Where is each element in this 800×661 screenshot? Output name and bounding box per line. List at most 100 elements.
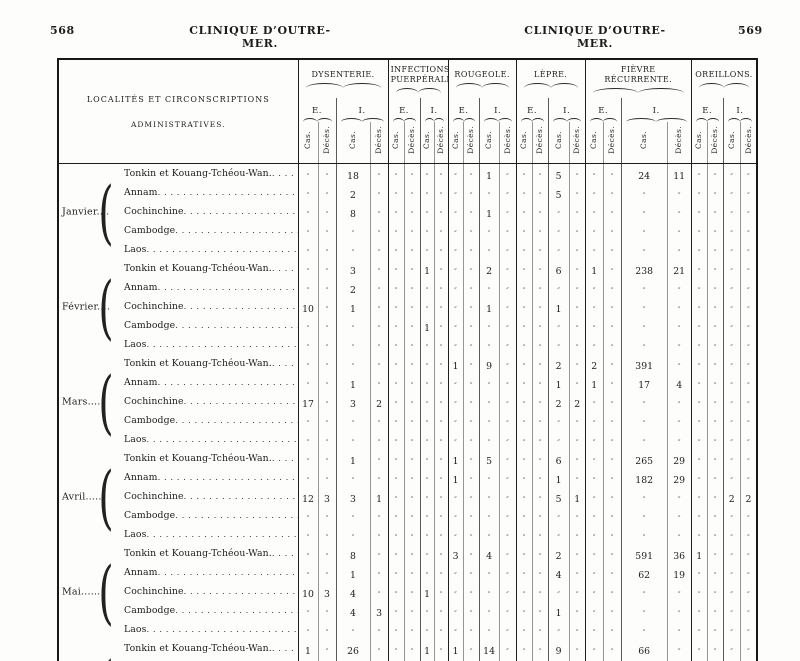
ditto-mark: ″ (677, 591, 681, 599)
ditto-mark: ″ (410, 496, 414, 504)
locality-label: Laos (124, 624, 147, 635)
value-cell: ″ (666, 582, 692, 601)
value-cell: ″ (447, 373, 464, 392)
ditto-mark: ″ (410, 420, 414, 428)
value-cell: ″ (706, 297, 724, 316)
value-cell: ″ (739, 373, 758, 392)
value-cell: ″ (478, 335, 500, 354)
value-cell: ″ (584, 316, 604, 335)
value-cell: ″ (531, 202, 549, 221)
value-cell: ″ (547, 582, 570, 601)
value-cell: ″ (722, 202, 741, 221)
value-cell: ″ (706, 487, 724, 506)
curly-rule (340, 118, 384, 122)
ditto-mark: ″ (592, 553, 596, 561)
ditto-mark: ″ (677, 496, 681, 504)
disease-header-1: INFECTIONS PUERPÉRALES. (387, 59, 449, 98)
value-cell: ″ (690, 202, 708, 221)
value-cell: ″ (447, 411, 464, 430)
value-cell: ″ (433, 658, 449, 661)
value: 1 (452, 646, 459, 657)
value-cell: ″ (722, 506, 741, 525)
value-cell: ″ (498, 411, 517, 430)
locality-label: Annam (124, 282, 158, 293)
ditto-mark: ″ (538, 344, 542, 352)
value-cell: ″ (369, 449, 389, 468)
value-cell: ″ (739, 563, 758, 582)
value-cell: ″ (620, 620, 668, 639)
ditto-mark: ″ (522, 572, 526, 580)
value-cell: ″ (387, 658, 405, 661)
value-cell: ″ (722, 468, 741, 487)
value-cell: ″ (722, 563, 741, 582)
ditto-mark: ″ (747, 648, 750, 656)
ditto-mark: ″ (747, 572, 750, 580)
value-cell: ″ (739, 430, 758, 449)
value-cell: ″ (531, 563, 549, 582)
ditto-mark: ″ (410, 287, 414, 295)
ditto-mark: ″ (592, 344, 596, 352)
value-cell: ″ (584, 221, 604, 240)
ditto-mark: ″ (642, 420, 646, 428)
ditto-mark: ″ (454, 211, 457, 219)
ditto-mark: ″ (522, 325, 526, 333)
locality-cell: Tonkin et Kouang-Tchéou-Wan. (114, 164, 298, 184)
value-cell: ″ (447, 163, 464, 183)
disease-name: OREILLONS. (695, 69, 753, 79)
value: 1 (452, 456, 459, 467)
value-cell: ″ (739, 411, 758, 430)
statistics-table: LOCALITÉS ET CIRCONSCRIPTIONS ADMINISTRAT… (57, 58, 759, 661)
ditto-mark: ″ (697, 401, 701, 409)
locality-label: Annam (124, 567, 158, 578)
value: 14 (483, 646, 496, 657)
locality-cell: Laos (114, 525, 298, 544)
value: 2 (555, 399, 562, 410)
value-cell: ″ (531, 278, 549, 297)
table-row: Annam ″ ″ 1 ″ ″ ″ ″ ″ ″ ″ ″ ″ ″ ″ 4 ″ ″ ″ 62 19 ″ ″ ″ ″ (58, 563, 758, 582)
value: 1 (591, 266, 598, 277)
value-cell: ″ (706, 658, 724, 661)
value-cell: ″ (433, 620, 449, 639)
measure-header: Décès. (739, 122, 758, 164)
value-cell: ″ (531, 392, 549, 411)
ditto-mark: ″ (469, 458, 473, 466)
ditto-mark: ″ (730, 306, 734, 314)
ditto-mark: ″ (592, 439, 596, 447)
ditto-mark: ″ (454, 344, 457, 352)
disease-name: FIÈVRE RÉCURRENTE. (604, 64, 673, 84)
subgroup-header: I. (478, 98, 517, 122)
value-cell: 1 (447, 449, 464, 468)
value-cell: ″ (706, 411, 724, 430)
ditto-mark: ″ (325, 287, 329, 295)
value-cell: ″ (547, 620, 570, 639)
value: 2 (745, 494, 752, 505)
ditto-mark: ″ (439, 306, 443, 314)
value-cell: ″ (568, 183, 586, 202)
curly-rule (392, 118, 416, 122)
value-cell: ″ (297, 449, 319, 468)
locality-label: Cochinchine (124, 491, 184, 502)
value-cell: ″ (433, 449, 449, 468)
ditto-mark: ″ (410, 591, 414, 599)
locality-cell: Laos (114, 620, 298, 639)
ditto-mark: ″ (575, 344, 579, 352)
value-cell: ″ (317, 411, 337, 430)
locality-cell: Cochinchine (114, 487, 298, 506)
curly-rule (302, 118, 332, 122)
ditto-mark: ″ (325, 477, 329, 485)
ditto-mark: ″ (592, 591, 596, 599)
value: 5 (555, 171, 562, 182)
ditto-mark: ″ (610, 325, 614, 333)
ditto-mark: ″ (325, 192, 329, 200)
value-cell: ″ (478, 506, 500, 525)
ditto-mark: ″ (454, 515, 457, 523)
value-cell: ″ (531, 544, 549, 563)
value-cell: ″ (531, 658, 549, 661)
ditto-mark: ″ (697, 477, 701, 485)
value-cell: 3 (335, 487, 371, 506)
measure-label: Décès. (466, 126, 476, 154)
ditto-mark: ″ (538, 306, 542, 314)
value-cell: ″ (498, 240, 517, 259)
value-cell: ″ (515, 202, 533, 221)
ditto-mark: ″ (487, 477, 491, 485)
